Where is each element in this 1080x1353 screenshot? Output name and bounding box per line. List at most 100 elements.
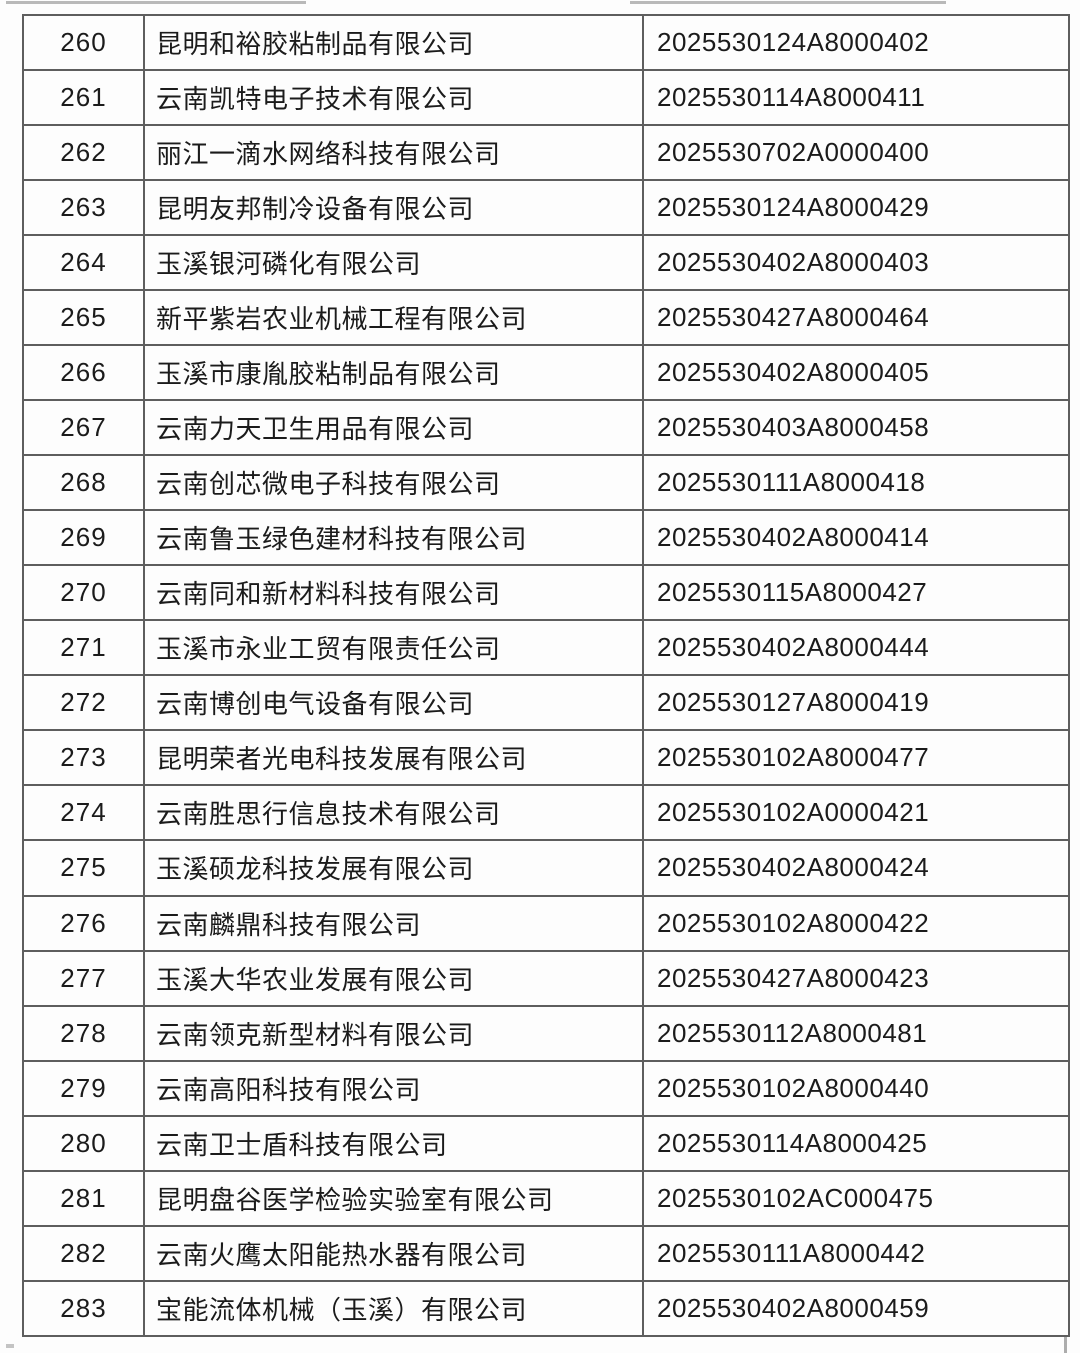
credit-code-cell: 2025530115A8000427: [642, 564, 1070, 622]
company-name-cell: 云南火鹰太阳能热水器有限公司: [143, 1224, 644, 1282]
table-row: 268 云南创芯微电子科技有限公司 2025530111A8000418: [22, 454, 1070, 512]
credit-code-cell: 2025530402A8000405: [642, 344, 1070, 402]
credit-code-cell: 2025530402A8000414: [642, 509, 1070, 567]
company-name-cell: 云南麟鼎科技有限公司: [143, 894, 644, 952]
table-row: 266 玉溪市康胤胶粘制品有限公司 2025530402A8000405: [22, 344, 1070, 402]
credit-code-cell: 2025530403A8000458: [642, 399, 1070, 457]
crop-artifact-right-border: [1064, 1337, 1067, 1353]
credit-code-cell: 2025530114A8000425: [642, 1114, 1070, 1172]
credit-code-cell: 2025530427A8000423: [642, 949, 1070, 1007]
company-name-cell: 玉溪市康胤胶粘制品有限公司: [143, 344, 644, 402]
company-name-cell: 云南领克新型材料有限公司: [143, 1004, 644, 1062]
company-name-cell: 新平紫岩农业机械工程有限公司: [143, 289, 644, 347]
row-number-cell: 270: [22, 564, 145, 622]
row-number-cell: 276: [22, 894, 145, 952]
row-number-cell: 277: [22, 949, 145, 1007]
credit-code-cell: 2025530402A8000424: [642, 839, 1070, 897]
row-number-cell: 273: [22, 729, 145, 787]
table-row: 278 云南领克新型材料有限公司 2025530112A8000481: [22, 1004, 1070, 1062]
table-row: 275 玉溪硕龙科技发展有限公司 2025530402A8000424: [22, 839, 1070, 897]
table-row: 277 玉溪大华农业发展有限公司 2025530427A8000423: [22, 949, 1070, 1007]
company-name-cell: 昆明荣者光电科技发展有限公司: [143, 729, 644, 787]
table-body: 260 昆明和裕胶粘制品有限公司 2025530124A8000402 261 云南凯特…: [22, 13, 1070, 1338]
credit-code-cell: 2025530111A8000442: [642, 1224, 1070, 1282]
company-registration-table: 260 昆明和裕胶粘制品有限公司 2025530124A8000402 261 云南凯特…: [22, 13, 1070, 1338]
credit-code-cell: 2025530112A8000481: [642, 1004, 1070, 1062]
credit-code-cell: 2025530124A8000402: [642, 13, 1070, 72]
row-number-cell: 272: [22, 674, 145, 732]
table-row: 262 丽江一滴水网络科技有限公司 2025530702A0000400: [22, 124, 1070, 182]
company-name-cell: 昆明盘谷医学检验实验室有限公司: [143, 1169, 644, 1227]
row-number-cell: 264: [22, 234, 145, 292]
company-name-cell: 云南力天卫生用品有限公司: [143, 399, 644, 457]
table-row: 260 昆明和裕胶粘制品有限公司 2025530124A8000402: [22, 13, 1070, 72]
credit-code-cell: 2025530111A8000418: [642, 454, 1070, 512]
row-number-cell: 262: [22, 124, 145, 182]
company-name-cell: 云南同和新材料科技有限公司: [143, 564, 644, 622]
crop-artifact-top-left-line: [6, 1, 306, 4]
company-name-cell: 玉溪银河磷化有限公司: [143, 234, 644, 292]
row-number-cell: 278: [22, 1004, 145, 1062]
row-number-cell: 268: [22, 454, 145, 512]
table-row: 264 玉溪银河磷化有限公司 2025530402A8000403: [22, 234, 1070, 292]
table-row: 282 云南火鹰太阳能热水器有限公司 2025530111A8000442: [22, 1224, 1070, 1282]
table-row: 267 云南力天卫生用品有限公司 2025530403A8000458: [22, 399, 1070, 457]
table-row: 269 云南鲁玉绿色建材科技有限公司 2025530402A8000414: [22, 509, 1070, 567]
company-name-cell: 云南卫士盾科技有限公司: [143, 1114, 644, 1172]
row-number-cell: 269: [22, 509, 145, 567]
row-number-cell: 283: [22, 1279, 145, 1338]
company-name-cell: 云南博创电气设备有限公司: [143, 674, 644, 732]
table-row: 265 新平紫岩农业机械工程有限公司 2025530427A8000464: [22, 289, 1070, 347]
table-row: 271 玉溪市永业工贸有限责任公司 2025530402A8000444: [22, 619, 1070, 677]
table-row: 280 云南卫士盾科技有限公司 2025530114A8000425: [22, 1114, 1070, 1172]
row-number-cell: 280: [22, 1114, 145, 1172]
company-name-cell: 昆明和裕胶粘制品有限公司: [143, 13, 644, 72]
row-number-cell: 265: [22, 289, 145, 347]
table-row: 272 云南博创电气设备有限公司 2025530127A8000419: [22, 674, 1070, 732]
row-number-cell: 279: [22, 1059, 145, 1117]
credit-code-cell: 2025530102A8000477: [642, 729, 1070, 787]
table-row: 274 云南胜思行信息技术有限公司 2025530102A0000421: [22, 784, 1070, 842]
crop-artifact-bottom-left: [6, 1344, 14, 1348]
credit-code-cell: 2025530702A0000400: [642, 124, 1070, 182]
row-number-cell: 263: [22, 179, 145, 237]
credit-code-cell: 2025530114A8000411: [642, 69, 1070, 127]
credit-code-cell: 2025530102A8000440: [642, 1059, 1070, 1117]
company-name-cell: 宝能流体机械（玉溪）有限公司: [143, 1279, 644, 1338]
credit-code-cell: 2025530102A0000421: [642, 784, 1070, 842]
company-name-cell: 云南胜思行信息技术有限公司: [143, 784, 644, 842]
credit-code-cell: 2025530124A8000429: [642, 179, 1070, 237]
row-number-cell: 282: [22, 1224, 145, 1282]
row-number-cell: 275: [22, 839, 145, 897]
company-name-cell: 玉溪硕龙科技发展有限公司: [143, 839, 644, 897]
row-number-cell: 271: [22, 619, 145, 677]
credit-code-cell: 2025530427A8000464: [642, 289, 1070, 347]
credit-code-cell: 2025530402A8000403: [642, 234, 1070, 292]
table-row: 263 昆明友邦制冷设备有限公司 2025530124A8000429: [22, 179, 1070, 237]
company-name-cell: 玉溪大华农业发展有限公司: [143, 949, 644, 1007]
row-number-cell: 261: [22, 69, 145, 127]
company-name-cell: 玉溪市永业工贸有限责任公司: [143, 619, 644, 677]
table-row: 270 云南同和新材料科技有限公司 2025530115A8000427: [22, 564, 1070, 622]
row-number-cell: 266: [22, 344, 145, 402]
row-number-cell: 274: [22, 784, 145, 842]
table-row: 273 昆明荣者光电科技发展有限公司 2025530102A8000477: [22, 729, 1070, 787]
row-number-cell: 260: [22, 13, 145, 72]
company-name-cell: 云南凯特电子技术有限公司: [143, 69, 644, 127]
credit-code-cell: 2025530102AC000475: [642, 1169, 1070, 1227]
table-row: 281 昆明盘谷医学检验实验室有限公司 2025530102AC000475: [22, 1169, 1070, 1227]
company-name-cell: 昆明友邦制冷设备有限公司: [143, 179, 644, 237]
credit-code-cell: 2025530402A8000459: [642, 1279, 1070, 1338]
table-row: 279 云南高阳科技有限公司 2025530102A8000440: [22, 1059, 1070, 1117]
table-row: 276 云南麟鼎科技有限公司 2025530102A8000422: [22, 894, 1070, 952]
crop-artifact-top-right-line: [630, 1, 946, 4]
row-number-cell: 281: [22, 1169, 145, 1227]
company-name-cell: 云南创芯微电子科技有限公司: [143, 454, 644, 512]
credit-code-cell: 2025530402A8000444: [642, 619, 1070, 677]
company-name-cell: 云南高阳科技有限公司: [143, 1059, 644, 1117]
row-number-cell: 267: [22, 399, 145, 457]
company-name-cell: 丽江一滴水网络科技有限公司: [143, 124, 644, 182]
credit-code-cell: 2025530127A8000419: [642, 674, 1070, 732]
company-name-cell: 云南鲁玉绿色建材科技有限公司: [143, 509, 644, 567]
